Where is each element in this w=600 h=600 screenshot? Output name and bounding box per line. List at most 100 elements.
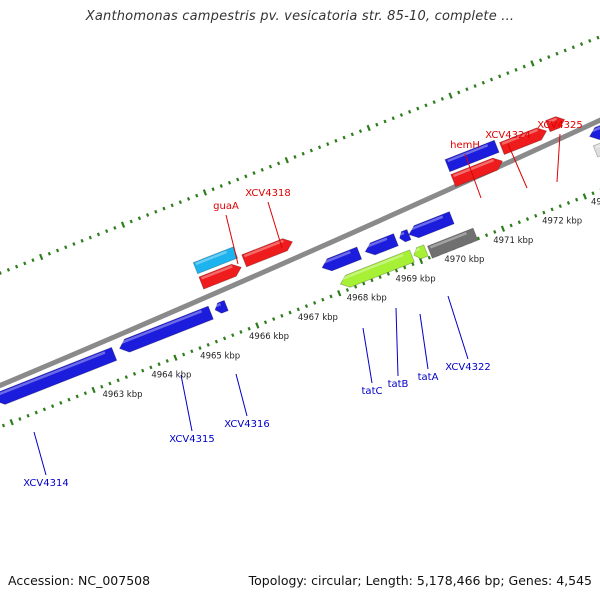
gene-label-forward: hemH (450, 140, 480, 151)
scale-label: 4963 kbp (102, 390, 142, 400)
scale-tick (337, 290, 342, 297)
scale-tick (350, 132, 354, 137)
scale-tick (530, 60, 535, 67)
gene-label-forward: guaA (213, 201, 239, 212)
label-leader (225, 214, 239, 265)
scale-tick (206, 342, 210, 347)
scale-tick (231, 333, 235, 338)
scale-tick (440, 97, 444, 101)
scale-tick (476, 236, 481, 241)
scale-tick (198, 346, 202, 350)
gene-label-reverse: XCV4314 (23, 478, 68, 489)
scale-tick (96, 232, 101, 237)
scale-tick (579, 42, 584, 46)
scale-tick (313, 301, 317, 305)
scale-tick (432, 100, 436, 105)
scale-tick (407, 109, 412, 114)
scale-tick (263, 320, 268, 325)
gene-forward (444, 139, 500, 173)
scale-tick (582, 193, 587, 200)
scale-tick (116, 378, 120, 383)
scale-tick (124, 375, 128, 379)
scale-tick (268, 164, 273, 169)
scale-tick (219, 184, 223, 188)
scale-tick (227, 180, 232, 185)
scale-label: 4972 kbp (542, 217, 582, 227)
gene-unknown (592, 134, 600, 158)
gene-reverse (589, 118, 600, 141)
scale-tick (157, 362, 161, 367)
gene-label-reverse: tatC (362, 386, 383, 397)
scale-tick (534, 213, 538, 218)
scale-tick (301, 151, 305, 156)
accession-text: Accession: NC_007508 (8, 573, 151, 588)
scale-tick (162, 206, 166, 211)
scale-tick (424, 103, 428, 108)
scale-tick (309, 148, 313, 153)
label-leader (464, 153, 482, 199)
scale-tick (39, 253, 44, 261)
scale-label: 4964 kbp (151, 371, 191, 381)
scale-tick (345, 288, 349, 292)
outer-tick-track (0, 35, 600, 275)
scale-tick (47, 251, 51, 256)
scale-tick (366, 124, 371, 132)
label-layer: 4963 kbp 4964 kbp 4965 kbp 4966 kbp 4967 kbp… (23, 120, 600, 489)
scale-tick (547, 55, 551, 59)
scale-label: 4970 kbp (444, 255, 484, 265)
gene-reverse (413, 244, 429, 260)
scale-label: 4967 kbp (298, 313, 338, 323)
topology-text: Topology: circular; Length: 5,178,466 bp… (248, 573, 592, 588)
scale-label: 4968 kbp (347, 294, 387, 304)
gene-label-forward: XCV4324 (485, 130, 530, 141)
scale-tick (178, 200, 182, 204)
scale-tick (550, 207, 554, 212)
scale-tick (108, 381, 112, 386)
scale-tick (375, 122, 379, 127)
scale-tick (542, 210, 546, 215)
scale-tick (120, 221, 126, 228)
scale-label: 4965 kbp (200, 351, 240, 361)
scale-tick (555, 51, 559, 56)
label-leader (419, 313, 429, 370)
scale-tick (137, 216, 142, 221)
gene-forward (192, 246, 239, 275)
gene-forward (198, 263, 242, 290)
scale-tick (563, 48, 567, 53)
gene-forward (241, 238, 294, 268)
scale-tick (14, 264, 19, 269)
gene-forward (498, 127, 548, 156)
scale-tick (129, 219, 133, 224)
scale-tick (566, 201, 571, 205)
scale-tick (173, 354, 178, 361)
scale-tick (72, 242, 76, 246)
scale-tick (34, 410, 38, 415)
scale-tick (113, 226, 117, 230)
scale-tick (399, 113, 404, 117)
gene-reverse (408, 211, 455, 239)
gene-label-reverse: tatA (418, 372, 439, 383)
scale-tick (383, 119, 387, 124)
scale-tick (391, 116, 395, 121)
label-leader (235, 373, 248, 417)
scale-tick (145, 213, 150, 217)
scale-tick (473, 84, 477, 88)
scale-tick (252, 171, 256, 175)
scale-tick (75, 394, 79, 399)
label-leader-lines (33, 133, 561, 476)
scale-tick (260, 167, 264, 172)
gene-reverse (214, 299, 229, 314)
scale-tick (190, 349, 194, 354)
scale-tick (457, 90, 461, 95)
scale-tick (64, 245, 68, 250)
scale-label: 4971 kbp (493, 236, 533, 246)
scale-tick (416, 106, 420, 111)
scale-label: 4969 kbp (396, 274, 436, 284)
scale-tick (514, 67, 518, 72)
scale-tick (0, 271, 2, 275)
scale-tick (1, 423, 6, 428)
scale-tick (9, 419, 14, 426)
label-leader (267, 201, 283, 249)
scale-tick (411, 262, 415, 267)
